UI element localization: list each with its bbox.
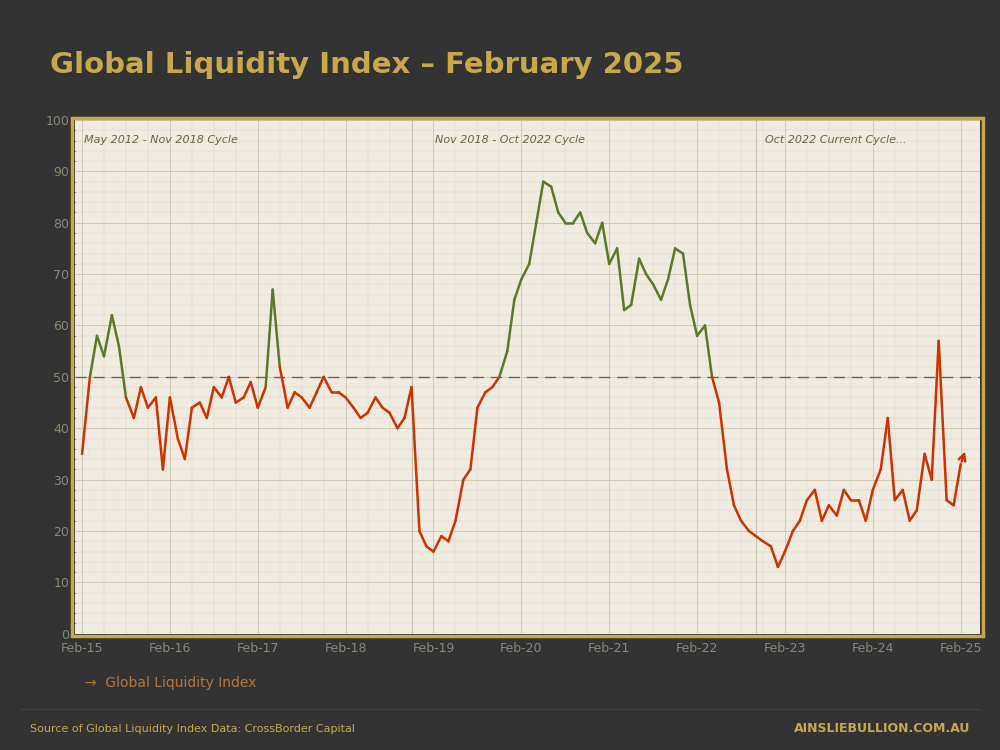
- Text: →  Global Liquidity Index: → Global Liquidity Index: [85, 676, 256, 689]
- Text: May 2012 - Nov 2018 Cycle: May 2012 - Nov 2018 Cycle: [84, 136, 238, 146]
- Text: AINSLIEBULLION.COM.AU: AINSLIEBULLION.COM.AU: [794, 722, 970, 736]
- Text: Source of Global Liquidity Index Data: CrossBorder Capital: Source of Global Liquidity Index Data: C…: [30, 724, 355, 734]
- Text: Global Liquidity Index – February 2025: Global Liquidity Index – February 2025: [50, 51, 683, 79]
- Text: Oct 2022 Current Cycle...: Oct 2022 Current Cycle...: [765, 136, 906, 146]
- Text: Nov 2018 - Oct 2022 Cycle: Nov 2018 - Oct 2022 Cycle: [435, 136, 585, 146]
